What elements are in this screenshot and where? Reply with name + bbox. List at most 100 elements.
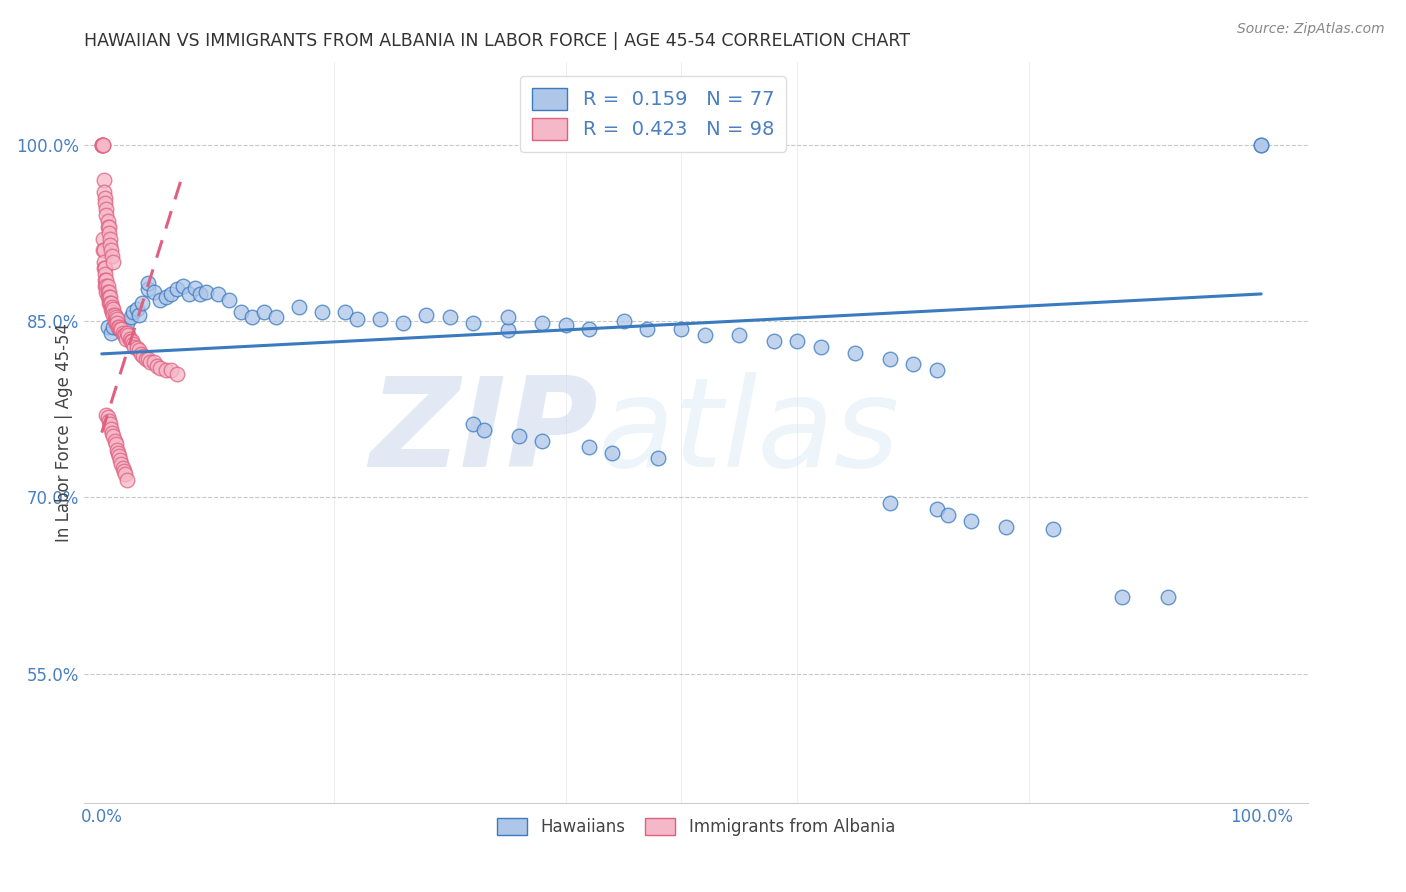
Point xyxy=(101,304,124,318)
Point xyxy=(177,287,200,301)
Point xyxy=(90,137,112,152)
Point xyxy=(98,237,121,252)
Point xyxy=(125,302,148,317)
Point xyxy=(155,363,177,377)
Point xyxy=(121,334,143,348)
Point xyxy=(415,308,437,322)
Point xyxy=(117,328,139,343)
Point xyxy=(136,351,159,366)
Point xyxy=(94,261,117,276)
Point xyxy=(93,185,115,199)
Point xyxy=(960,514,983,528)
Point xyxy=(128,308,150,322)
Point xyxy=(97,296,120,310)
Text: HAWAIIAN VS IMMIGRANTS FROM ALBANIA IN LABOR FORCE | AGE 45-54 CORRELATION CHART: HAWAIIAN VS IMMIGRANTS FROM ALBANIA IN L… xyxy=(84,32,910,50)
Point xyxy=(531,316,554,330)
Point xyxy=(96,290,118,304)
Point xyxy=(103,434,125,448)
Point xyxy=(117,473,139,487)
Point xyxy=(136,277,159,291)
Point xyxy=(98,290,121,304)
Point xyxy=(108,322,131,336)
Point xyxy=(207,287,229,301)
Point xyxy=(96,410,118,425)
Point xyxy=(311,304,333,318)
Text: atlas: atlas xyxy=(598,372,900,493)
Point xyxy=(97,414,120,428)
Point xyxy=(461,316,484,330)
Point xyxy=(104,310,127,325)
Point xyxy=(612,314,634,328)
Point xyxy=(96,319,118,334)
Point xyxy=(810,340,832,354)
Point xyxy=(111,461,134,475)
Point xyxy=(129,347,152,361)
Point xyxy=(96,202,118,217)
Point xyxy=(474,423,496,437)
Point xyxy=(122,337,145,351)
Point xyxy=(763,334,786,348)
Point xyxy=(844,345,866,359)
Point xyxy=(496,323,519,337)
Legend: Hawaiians, Immigrants from Albania: Hawaiians, Immigrants from Albania xyxy=(491,811,901,843)
Point xyxy=(98,232,121,246)
Text: Source: ZipAtlas.com: Source: ZipAtlas.com xyxy=(1237,22,1385,37)
Point xyxy=(346,311,368,326)
Point xyxy=(100,296,122,310)
Point xyxy=(112,318,135,332)
Point xyxy=(600,445,623,459)
Point xyxy=(925,502,948,516)
Point xyxy=(110,322,132,336)
Point xyxy=(693,328,716,343)
Point xyxy=(879,496,901,510)
Point xyxy=(879,351,901,366)
Point xyxy=(160,287,183,301)
Point xyxy=(91,244,114,258)
Point xyxy=(122,340,145,354)
Point xyxy=(647,451,669,466)
Point xyxy=(1250,137,1272,152)
Point xyxy=(91,232,114,246)
Point xyxy=(368,311,391,326)
Point xyxy=(97,290,120,304)
Point xyxy=(288,300,311,314)
Point xyxy=(128,343,150,358)
Point xyxy=(97,226,120,240)
Point xyxy=(104,314,127,328)
Point xyxy=(554,318,576,332)
Point xyxy=(120,310,142,325)
Point xyxy=(146,359,169,373)
Point xyxy=(160,363,183,377)
Point xyxy=(96,208,118,222)
Point xyxy=(97,285,120,299)
Point xyxy=(111,326,134,340)
Point xyxy=(110,452,132,467)
Point xyxy=(105,311,128,326)
Point xyxy=(136,282,159,296)
Point xyxy=(142,285,165,299)
Point xyxy=(253,304,276,318)
Point xyxy=(98,417,121,432)
Point xyxy=(112,328,135,343)
Point xyxy=(100,302,122,317)
Point xyxy=(96,285,118,299)
Point xyxy=(91,137,114,152)
Point xyxy=(107,319,129,334)
Point xyxy=(155,290,177,304)
Point xyxy=(104,316,127,330)
Point xyxy=(110,458,132,472)
Point xyxy=(90,137,112,152)
Point xyxy=(103,308,125,322)
Point xyxy=(103,308,125,322)
Point xyxy=(101,425,124,440)
Point xyxy=(108,449,131,463)
Point xyxy=(93,173,115,187)
Point xyxy=(149,361,172,376)
Point xyxy=(93,244,115,258)
Point xyxy=(105,443,128,458)
Point xyxy=(903,358,925,372)
Point xyxy=(94,196,117,211)
Point xyxy=(120,334,142,348)
Point xyxy=(96,278,118,293)
Point xyxy=(103,429,125,443)
